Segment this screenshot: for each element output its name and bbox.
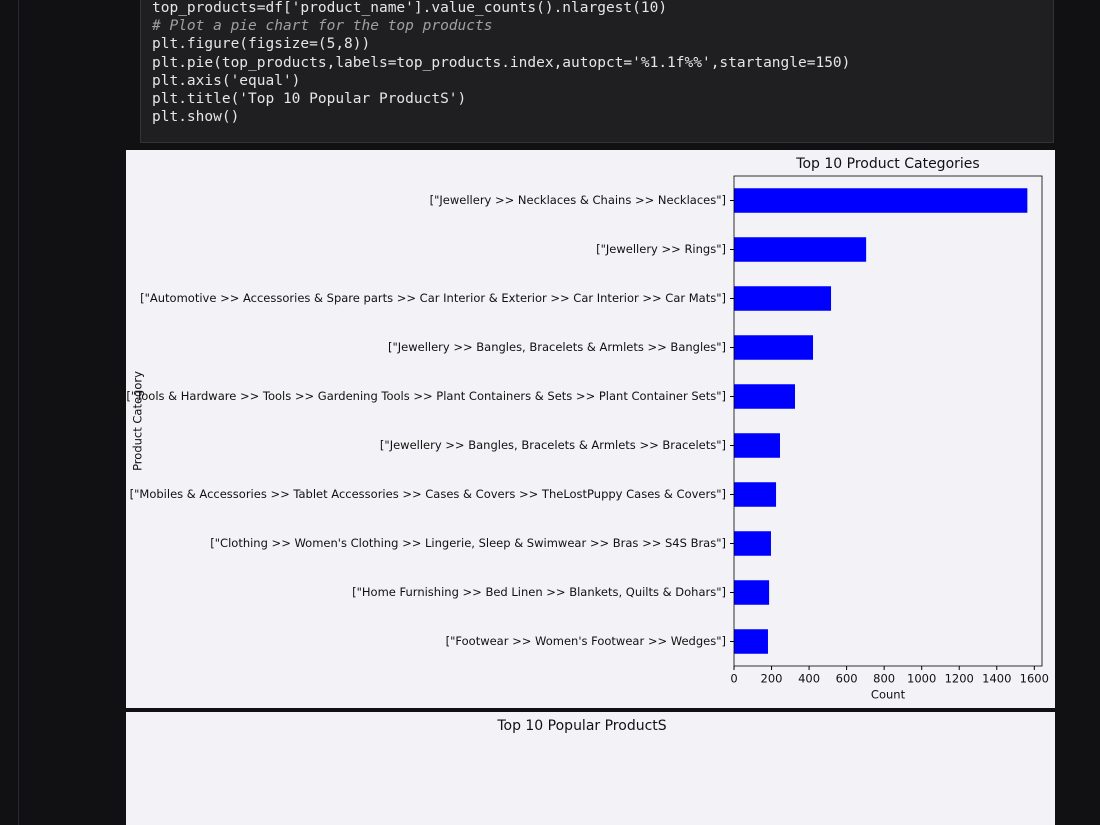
code-line: plt.figure(figsize=(5,8)) <box>152 36 371 53</box>
y-tick-label: ["Tools & Hardware >> Tools >> Gardening… <box>126 389 726 403</box>
code-line: plt.show() <box>152 109 240 126</box>
code-line: plt.title('Top 10 Popular ProductS') <box>152 91 467 107</box>
chart-title: Top 10 Popular ProductS <box>496 718 666 734</box>
y-tick-label: ["Automotive >> Accessories & Spare part… <box>140 291 726 305</box>
code-cell[interactable]: top_products=df['product_name'].value_co… <box>140 0 1054 143</box>
bar <box>734 531 771 556</box>
x-tick-label: 200 <box>761 672 783 686</box>
bar-chart: Top 10 Product Categories ["Jewellery >> … <box>126 150 1055 708</box>
plot-frame <box>733 175 1043 667</box>
x-tick-label: 1200 <box>945 672 974 686</box>
sidebar-border <box>18 0 19 825</box>
x-tick-label: 0 <box>730 672 737 686</box>
bar <box>734 629 768 654</box>
y-tick-label: ["Jewellery >> Rings"] <box>596 242 726 256</box>
code-line: top_products=df['product_name'].value_co… <box>152 0 668 16</box>
bar <box>734 335 814 360</box>
x-tick-label: 1600 <box>1020 672 1049 686</box>
y-tick-label: ["Footwear >> Women's Footwear >> Wedges… <box>446 634 726 648</box>
x-tick-label: 600 <box>836 672 858 686</box>
code-line: # Plot a pie chart for the top products <box>152 18 493 35</box>
bar <box>734 580 770 605</box>
bar <box>734 433 780 458</box>
x-tick-label: 1400 <box>982 672 1011 686</box>
bar <box>734 384 795 409</box>
bar <box>734 286 832 311</box>
y-axis-label: Product Category <box>131 371 145 471</box>
y-tick-label: ["Jewellery >> Bangles, Bracelets & Arml… <box>388 340 726 354</box>
y-tick-label: ["Mobiles & Accessories >> Tablet Access… <box>130 487 726 501</box>
y-tick-label: ["Jewellery >> Bangles, Bracelets & Arml… <box>380 438 726 452</box>
y-tick-label: ["Clothing >> Women's Clothing >> Linger… <box>210 536 726 550</box>
chart-title: Top 10 Product Categories <box>795 156 979 172</box>
y-tick-label: ["Jewellery >> Necklaces & Chains >> Nec… <box>430 193 726 207</box>
x-axis-label: Count <box>871 688 906 702</box>
x-tick-label: 1000 <box>907 672 936 686</box>
code-line: plt.pie(top_products,labels=top_products… <box>152 54 851 71</box>
code-line: plt.axis('equal') <box>152 72 301 89</box>
x-tick-label: 800 <box>873 672 895 686</box>
y-tick-label: ["Home Furnishing >> Bed Linen >> Blanke… <box>352 585 726 599</box>
pie-chart: Top 10 Popular ProductS <box>126 712 1055 825</box>
bar <box>734 482 777 507</box>
bar <box>734 237 867 262</box>
x-tick-label: 400 <box>798 672 820 686</box>
bar <box>734 188 1028 213</box>
